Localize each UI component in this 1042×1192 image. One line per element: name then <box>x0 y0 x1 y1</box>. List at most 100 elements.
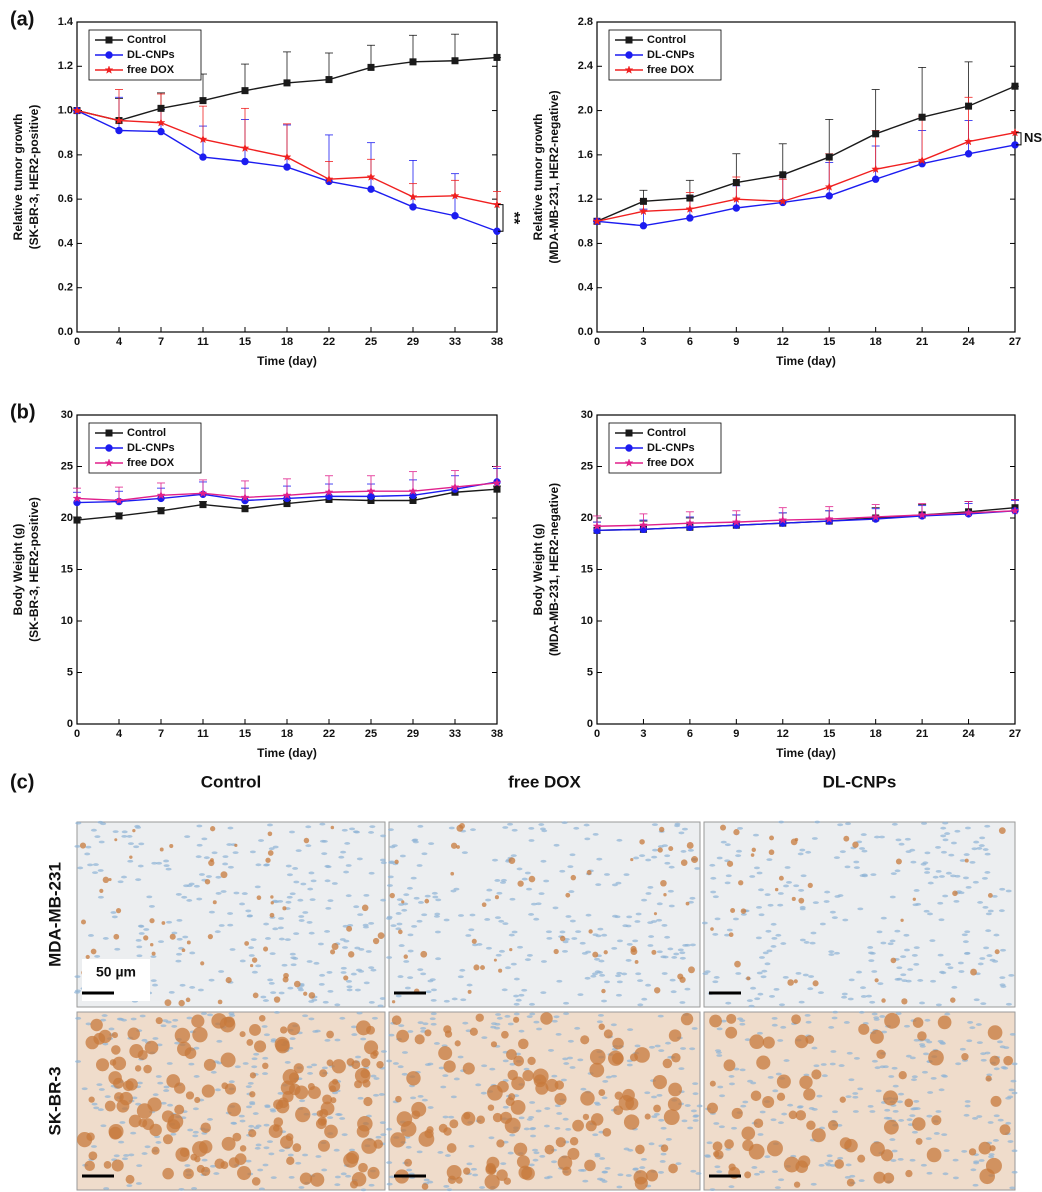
nucleus <box>278 1149 285 1152</box>
nucleus <box>637 979 644 982</box>
nucleus <box>963 952 970 955</box>
nucleus <box>184 1164 191 1167</box>
nucleus <box>660 1126 667 1130</box>
nucleus <box>833 856 840 859</box>
nucleus <box>435 898 442 902</box>
nucleus <box>189 986 196 989</box>
nucleus <box>176 937 183 941</box>
nucleus <box>196 843 203 847</box>
nucleus <box>269 952 276 956</box>
nucleus <box>75 1060 82 1063</box>
stained-cell <box>396 1029 410 1043</box>
nucleus <box>270 1109 277 1113</box>
nucleus <box>365 950 372 953</box>
nucleus <box>311 1112 318 1116</box>
nucleus <box>940 1074 947 1078</box>
nucleus <box>982 848 989 851</box>
stained-cell <box>282 906 287 911</box>
nucleus <box>625 924 632 928</box>
nucleus <box>957 961 964 965</box>
nucleus <box>892 1109 899 1113</box>
stained-cell <box>239 1145 247 1152</box>
nucleus <box>584 837 591 841</box>
tissue-bg <box>388 821 701 1008</box>
stained-cell <box>164 999 172 1007</box>
nucleus <box>611 1074 618 1078</box>
stained-cell <box>208 859 215 867</box>
nucleus <box>842 918 849 922</box>
nucleus <box>368 1000 375 1004</box>
nucleus <box>962 876 969 880</box>
nucleus <box>668 904 675 908</box>
nucleus <box>126 835 133 838</box>
nucleus <box>635 912 642 916</box>
nucleus <box>580 1087 587 1091</box>
nucleus <box>592 1133 599 1137</box>
nucleus <box>870 873 877 877</box>
nucleus <box>962 940 969 944</box>
nucleus <box>494 1026 501 1030</box>
stained-cell <box>391 1000 396 1004</box>
nucleus <box>658 1118 665 1122</box>
nucleus <box>266 1140 273 1144</box>
nucleus <box>120 875 127 879</box>
marker <box>283 163 291 171</box>
nucleus <box>114 947 121 951</box>
stained-cell <box>370 1051 378 1060</box>
nucleus <box>524 958 531 962</box>
nucleus <box>938 918 945 922</box>
nucleus <box>594 957 601 961</box>
nucleus <box>87 863 94 867</box>
nucleus <box>446 1188 453 1192</box>
nucleus <box>553 843 560 847</box>
y-tick-label: 20 <box>581 512 593 524</box>
nucleus <box>859 874 866 877</box>
nucleus <box>417 901 424 904</box>
marker <box>871 164 881 174</box>
stained-cell <box>557 1155 573 1171</box>
nucleus <box>475 1083 482 1087</box>
nucleus <box>871 1012 878 1016</box>
nucleus <box>258 839 265 842</box>
y-axis-label: (MDA-MB-231, HER2-negative) <box>547 483 561 656</box>
nucleus <box>903 933 910 937</box>
nucleus <box>585 913 592 917</box>
nucleus <box>334 1038 341 1042</box>
nucleus <box>647 921 654 925</box>
nucleus <box>611 947 618 950</box>
nucleus <box>311 1063 318 1067</box>
nucleus <box>583 823 590 827</box>
stained-cell <box>159 847 164 852</box>
nucleus <box>906 1118 913 1122</box>
nucleus <box>818 1163 825 1167</box>
nucleus <box>782 975 789 979</box>
stained-cell <box>446 1143 457 1153</box>
stained-cell <box>220 871 228 879</box>
marker <box>492 478 502 487</box>
nucleus <box>430 998 437 1002</box>
nucleus <box>513 994 520 998</box>
nucleus <box>193 1075 200 1078</box>
nucleus <box>964 1104 971 1108</box>
stained-cell <box>586 870 592 875</box>
nucleus <box>824 890 831 894</box>
nucleus <box>421 913 428 917</box>
stained-cell <box>449 1119 459 1129</box>
nucleus <box>894 929 901 933</box>
nucleus <box>951 985 958 989</box>
nucleus <box>865 994 872 998</box>
nucleus <box>163 859 170 863</box>
nucleus <box>661 972 668 975</box>
stained-cell <box>201 1166 211 1177</box>
stained-cell <box>961 1053 969 1061</box>
nucleus <box>135 938 142 942</box>
stained-cell <box>912 897 916 901</box>
nucleus <box>1011 1062 1018 1066</box>
nucleus <box>724 843 731 847</box>
nucleus <box>277 1092 284 1095</box>
stained-cell <box>767 1140 783 1157</box>
nucleus <box>843 1021 850 1024</box>
stained-cell <box>376 1060 384 1069</box>
nucleus <box>246 914 253 918</box>
